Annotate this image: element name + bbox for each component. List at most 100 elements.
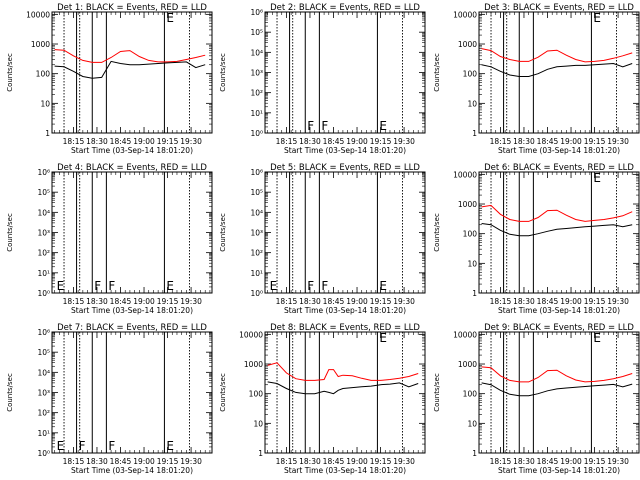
y-tick-label: 10²: [37, 249, 50, 258]
y-tick-label: 1000: [458, 40, 477, 49]
panel-title: Det 2: BLACK = Events, RED = LLD: [270, 3, 420, 13]
y-tick-label: 1: [472, 289, 477, 298]
x-tick-label: 18:15: [276, 457, 298, 466]
series-lld-line: [481, 204, 633, 222]
x-tick-label: 19:30: [607, 137, 629, 146]
x-tick-label: 19:30: [393, 297, 415, 306]
y-tick-label: 10⁵: [37, 188, 50, 197]
x-tick-label: 19:00: [133, 457, 155, 466]
y-tick-label: 1000: [458, 200, 477, 209]
panel-det-2: Det 2: BLACK = Events, RED = LLD Counts/s…: [219, 3, 426, 155]
x-axis-label: Start Time (03-Sep-14 18:01:20): [71, 306, 193, 315]
y-tick-label: 10³: [250, 229, 263, 238]
marker-letter: E: [593, 11, 601, 25]
marker-letter: F: [321, 119, 328, 133]
y-axis-label: Counts/sec: [433, 53, 441, 92]
marker-letter: F: [307, 119, 314, 133]
x-tick-label: 18:30: [86, 297, 108, 306]
plot-frame: [264, 331, 426, 454]
y-tick-label: 10: [467, 259, 477, 268]
plot-frame: [51, 331, 213, 454]
y-tick-label: 10¹: [37, 269, 50, 278]
x-axis-label: Start Time (03-Sep-14 18:01:20): [284, 306, 406, 315]
panel-det-6: Det 6: BLACK = Events, RED = LLD Counts/s…: [433, 163, 640, 315]
y-axis-label: Counts/sec: [219, 373, 227, 412]
marker-letter: E: [57, 439, 65, 453]
y-axis-label: Counts/sec: [219, 53, 227, 92]
series-lld-line: [54, 49, 206, 63]
series-events-line: [481, 62, 633, 77]
x-tick-label: 18:45: [323, 297, 345, 306]
y-tick-label: 1000: [31, 40, 50, 49]
x-axis-label: Start Time (03-Sep-14 18:01:20): [284, 146, 406, 155]
y-tick-label: 10²: [250, 89, 263, 98]
x-tick-label: 19:30: [180, 297, 202, 306]
x-tick-label: 19:00: [560, 137, 582, 146]
marker-letter: E: [166, 11, 174, 25]
x-tick-label: 19:15: [584, 137, 606, 146]
y-tick-label: 100: [463, 230, 478, 239]
x-tick-label: 18:15: [276, 137, 298, 146]
marker-letter: F: [307, 279, 314, 293]
y-axis-label: Counts/sec: [433, 373, 441, 412]
series-events-line: [481, 223, 633, 237]
y-tick-label: 10³: [37, 229, 50, 238]
x-axis-label: Start Time (03-Sep-14 18:01:20): [498, 466, 620, 475]
x-tick-label: 19:30: [180, 457, 202, 466]
x-tick-label: 18:30: [299, 297, 321, 306]
y-axis-label: Counts/sec: [6, 213, 14, 252]
y-tick-label: 100: [463, 390, 478, 399]
y-tick-label: 100: [36, 70, 51, 79]
y-tick-label: 1000: [244, 360, 263, 369]
panel-title: Det 1: BLACK = Events, RED = LLD: [57, 3, 207, 13]
y-tick-label: 10: [40, 99, 50, 108]
x-tick-label: 19:00: [560, 297, 582, 306]
y-tick-label: 10⁴: [250, 48, 263, 57]
y-tick-label: 10000: [453, 10, 477, 19]
x-tick-label: 18:15: [63, 137, 85, 146]
y-tick-label: 10¹: [250, 109, 263, 118]
x-tick-label: 19:30: [393, 457, 415, 466]
panel-det-8: Det 8: BLACK = Events, RED = LLD Counts/s…: [219, 323, 426, 475]
x-tick-label: 18:15: [490, 457, 512, 466]
x-tick-label: 18:45: [537, 297, 559, 306]
y-tick-label: 10000: [239, 330, 263, 339]
y-tick-label: 100: [249, 390, 264, 399]
x-tick-label: 19:15: [157, 137, 179, 146]
series-events-line: [481, 382, 633, 397]
x-tick-label: 18:45: [537, 457, 559, 466]
y-tick-label: 10000: [26, 10, 50, 19]
panel-title: Det 3: BLACK = Events, RED = LLD: [484, 3, 634, 13]
y-tick-label: 10000: [453, 330, 477, 339]
y-tick-label: 10²: [37, 409, 50, 418]
y-axis-label: Counts/sec: [433, 213, 441, 252]
y-tick-label: 10⁰: [250, 289, 263, 298]
marker-letter: F: [108, 279, 115, 293]
marker-letter: E: [166, 439, 174, 453]
plot-frame: [264, 171, 426, 294]
marker-letter: E: [379, 279, 387, 293]
x-tick-label: 19:15: [370, 457, 392, 466]
x-tick-label: 18:30: [299, 457, 321, 466]
panel-det-4: Det 4: BLACK = Events, RED = LLD Counts/s…: [6, 163, 213, 315]
marker-letter: F: [108, 439, 115, 453]
x-tick-label: 19:15: [584, 297, 606, 306]
y-tick-label: 10⁴: [37, 208, 50, 217]
x-tick-label: 18:15: [63, 457, 85, 466]
marker-letter: E: [57, 279, 65, 293]
panel-det-1: Det 1: BLACK = Events, RED = LLD Counts/s…: [6, 3, 213, 155]
x-tick-label: 18:30: [86, 457, 108, 466]
x-tick-label: 19:00: [560, 457, 582, 466]
y-tick-label: 10⁴: [250, 208, 263, 217]
x-tick-label: 19:15: [370, 297, 392, 306]
x-tick-label: 19:00: [133, 137, 155, 146]
x-axis-label: Start Time (03-Sep-14 18:01:20): [71, 466, 193, 475]
y-tick-label: 10⁴: [37, 368, 50, 377]
series-lld-line: [481, 48, 633, 63]
y-axis-label: Counts/sec: [6, 373, 14, 412]
series-lld-line: [267, 362, 419, 381]
marker-letter: E: [166, 279, 174, 293]
x-tick-label: 19:15: [370, 137, 392, 146]
x-tick-label: 19:30: [180, 137, 202, 146]
